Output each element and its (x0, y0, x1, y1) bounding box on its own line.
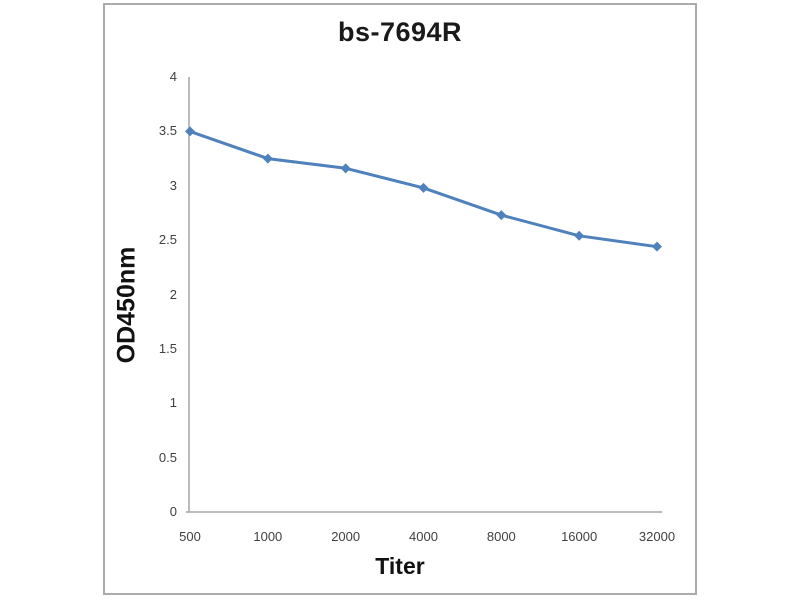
y-tick-label: 1.5 (158, 340, 177, 356)
x-tick-label: 32000 (638, 529, 676, 544)
y-tick-label: 3 (169, 177, 177, 193)
chart-frame: bs-7694R OD450nm 0 0.5 1 1.5 2 2.5 3 3.5 4 500 10… (103, 3, 697, 595)
x-tick-label: 2000 (331, 529, 361, 544)
x-tick-label: 16000 (561, 529, 598, 544)
y-tick-label: 2.5 (158, 232, 177, 248)
x-axis-title: Titer (375, 553, 425, 579)
data-point-marker (496, 210, 507, 221)
x-tick-label: 1000 (253, 529, 283, 544)
chart-title: bs-7694R (337, 17, 463, 47)
y-tick-label: 3.5 (158, 123, 177, 139)
y-tick-label: 0.5 (158, 449, 177, 465)
data-point-marker (185, 126, 195, 137)
y-tick-label: 4 (169, 69, 177, 84)
plot-area (185, 77, 662, 513)
y-tick-label: 0 (169, 504, 177, 519)
data-point-marker (262, 153, 273, 164)
data-point-marker (652, 241, 662, 252)
x-tick-label: 500 (179, 529, 201, 544)
x-tick-label: 8000 (486, 529, 516, 544)
y-tick-label: 1 (169, 395, 177, 411)
y-tick-label: 2 (169, 286, 177, 302)
data-point-marker (340, 163, 351, 174)
data-point-marker (418, 182, 429, 193)
data-point-marker (574, 230, 585, 241)
x-tick-label: 4000 (409, 529, 438, 544)
